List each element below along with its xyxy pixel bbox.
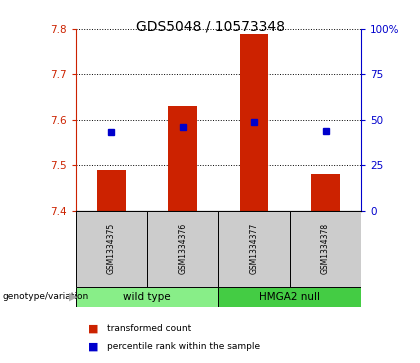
Bar bbox=[76, 211, 147, 287]
Text: transformed count: transformed count bbox=[107, 324, 192, 333]
Text: GSM1334377: GSM1334377 bbox=[249, 223, 259, 274]
Bar bbox=[240, 33, 268, 211]
Text: ■: ■ bbox=[88, 342, 99, 352]
Text: GDS5048 / 10573348: GDS5048 / 10573348 bbox=[136, 20, 284, 34]
Text: ■: ■ bbox=[88, 323, 99, 334]
Bar bbox=[290, 211, 361, 287]
Bar bbox=[218, 211, 290, 287]
Bar bbox=[311, 174, 340, 211]
Text: genotype/variation: genotype/variation bbox=[2, 292, 88, 301]
Text: HMGA2 null: HMGA2 null bbox=[259, 292, 320, 302]
Bar bbox=[147, 211, 218, 287]
Text: GSM1334375: GSM1334375 bbox=[107, 223, 116, 274]
Bar bbox=[168, 106, 197, 211]
Text: percentile rank within the sample: percentile rank within the sample bbox=[107, 342, 260, 351]
Text: wild type: wild type bbox=[123, 292, 171, 302]
Bar bbox=[76, 287, 218, 307]
Bar bbox=[97, 170, 126, 211]
Bar bbox=[218, 287, 361, 307]
Text: GSM1334376: GSM1334376 bbox=[178, 223, 187, 274]
Text: GSM1334378: GSM1334378 bbox=[321, 223, 330, 274]
Text: ▶: ▶ bbox=[69, 292, 78, 302]
